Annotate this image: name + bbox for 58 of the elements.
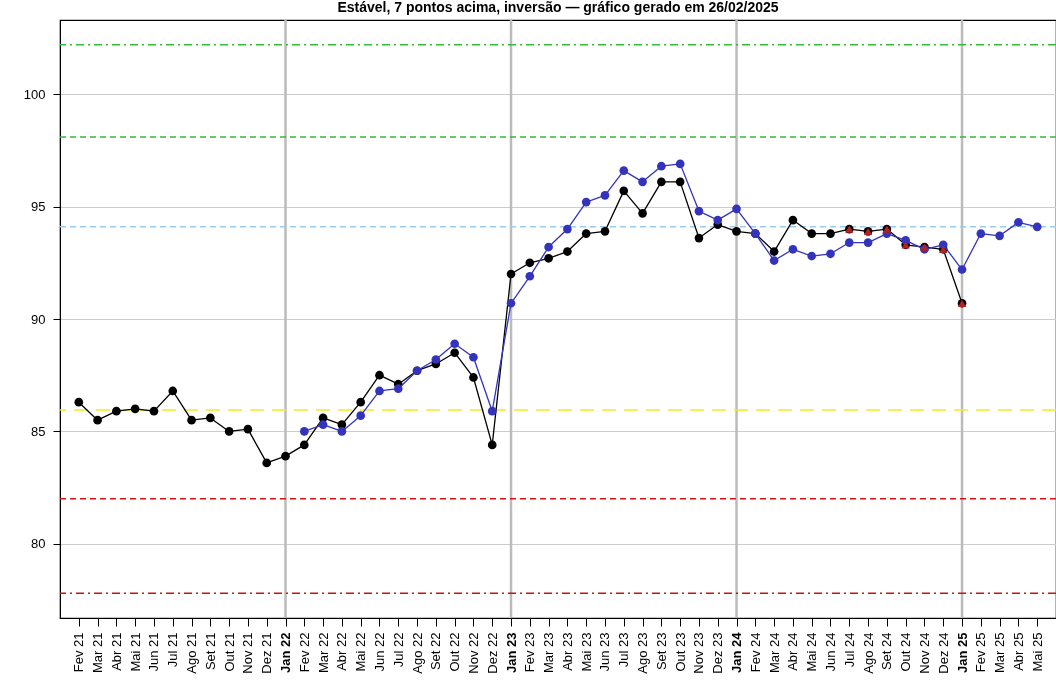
x-tick-label: Mai 21 xyxy=(127,632,143,672)
x-tick-label: Nov 23 xyxy=(691,632,707,674)
x-tick-label: Abr 21 xyxy=(108,632,124,671)
x-tick-label: Mai 25 xyxy=(1029,632,1045,672)
x-tick-label: Jun 21 xyxy=(146,632,162,672)
x-tick-label: Set 23 xyxy=(653,632,669,671)
x-tick-label: Dez 22 xyxy=(484,632,500,674)
x-tick-label: Jun 23 xyxy=(597,632,613,672)
x-tick-label: Nov 22 xyxy=(465,632,481,674)
x-tick-label: Dez 23 xyxy=(710,632,726,674)
x-tick-label: Fev 24 xyxy=(747,632,763,673)
y-tick-label: 85 xyxy=(31,423,46,439)
x-tick-label: Mar 24 xyxy=(766,632,782,673)
x-tick-label: Abr 22 xyxy=(334,632,350,671)
x-tick-label: Mai 23 xyxy=(578,632,594,672)
x-tick-label: Nov 21 xyxy=(240,632,256,674)
x-tick-label: Out 23 xyxy=(672,632,688,672)
x-tick-label: Ago 21 xyxy=(184,632,200,674)
x-tick-label: Mai 24 xyxy=(804,632,820,672)
x-tick-label: Abr 25 xyxy=(1010,632,1026,671)
x-tick-label: Abr 24 xyxy=(785,632,801,671)
x-tick-label: Mar 25 xyxy=(992,632,1008,673)
x-tick-label: Out 24 xyxy=(898,632,914,672)
x-tick-label: Mai 22 xyxy=(353,632,369,672)
x-tick-label: Jul 23 xyxy=(616,632,632,668)
x-tick-label: Set 24 xyxy=(879,632,895,671)
x-tick-label: Jun 22 xyxy=(371,632,387,672)
x-tick-label: Abr 23 xyxy=(559,632,575,671)
x-tick-label: Mar 22 xyxy=(315,632,331,673)
x-tick-label: Jan 23 xyxy=(503,632,519,673)
x-tick-label: Mar 23 xyxy=(541,632,557,673)
x-tick-label: Fev 22 xyxy=(296,632,312,673)
x-tick-label: Nov 24 xyxy=(916,632,932,674)
x-tick-label: Out 22 xyxy=(447,632,463,672)
x-tick-label: Ago 23 xyxy=(635,632,651,674)
x-tick-label: Fev 21 xyxy=(71,632,87,673)
x-tick-label: Jul 24 xyxy=(841,632,857,668)
x-tick-label: Jul 22 xyxy=(390,632,406,668)
x-tick-label: Ago 22 xyxy=(409,632,425,674)
chart-title: Estável, 7 pontos acima, inversão — gráfico gerado em 26/02/2025 xyxy=(337,0,779,15)
x-tick-label: Fev 25 xyxy=(973,632,989,673)
x-tick-label: Ago 24 xyxy=(860,632,876,674)
x-tick-label: Jan 25 xyxy=(954,632,970,673)
x-tick-label: Mar 21 xyxy=(90,632,106,673)
x-tick-label: Jan 22 xyxy=(278,632,294,673)
x-tick-label: Set 21 xyxy=(202,632,218,671)
y-tick-label: 95 xyxy=(31,199,46,215)
y-tick-label: 90 xyxy=(31,311,46,327)
x-tick-label: Jul 21 xyxy=(165,632,181,668)
x-tick-label: Jun 24 xyxy=(822,632,838,672)
x-tick-label: Dez 24 xyxy=(935,632,951,674)
x-tick-label: Jan 24 xyxy=(729,631,745,673)
x-tick-label: Set 22 xyxy=(428,632,444,671)
y-tick-label: 100 xyxy=(23,86,46,102)
x-tick-label: Fev 23 xyxy=(522,632,538,673)
x-tick-label: Out 21 xyxy=(221,632,237,672)
x-tick-label: Dez 21 xyxy=(259,632,275,674)
y-tick-label: 80 xyxy=(31,536,46,552)
